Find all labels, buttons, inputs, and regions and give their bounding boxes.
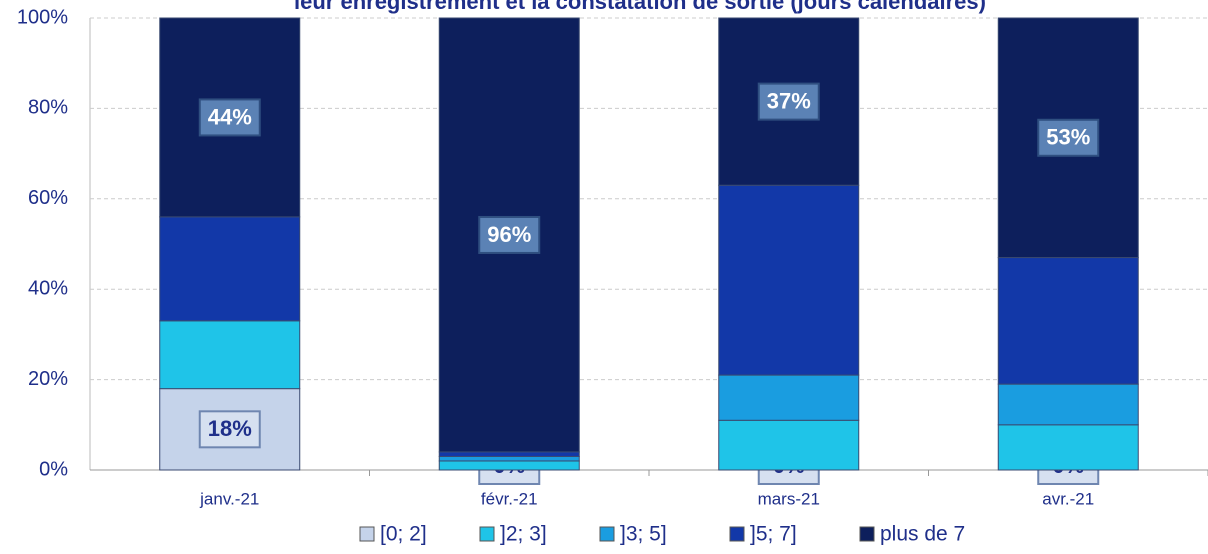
- data-label: 53%: [1046, 125, 1090, 150]
- bar-segment: [718, 374, 860, 421]
- y-tick-label: 100%: [17, 6, 68, 28]
- y-tick-label: 40%: [28, 277, 68, 299]
- data-label: 37%: [767, 88, 811, 113]
- legend-swatch: [859, 526, 875, 542]
- legend-swatch: [729, 526, 745, 542]
- data-label-box: [198, 410, 261, 449]
- x-tick-label: avr.-21: [1042, 489, 1094, 508]
- data-label-box: [198, 98, 261, 137]
- data-label: 18%: [208, 416, 252, 441]
- y-tick-label: 0%: [39, 458, 68, 480]
- data-label-box: [1037, 118, 1100, 157]
- y-tick-label: 60%: [28, 187, 68, 209]
- legend-label: [0; 2]: [380, 523, 427, 546]
- bar-segment: [718, 419, 860, 471]
- data-label: 44%: [208, 104, 252, 129]
- legend-swatch: [479, 526, 495, 542]
- data-label: 96%: [487, 222, 531, 247]
- data-label-box: [478, 215, 541, 254]
- bar-segment: [718, 184, 860, 376]
- bar-segment: [159, 216, 301, 322]
- bar-segment: [159, 320, 301, 390]
- y-tick-label: 20%: [28, 368, 68, 390]
- x-tick-label: févr.-21: [481, 489, 538, 508]
- x-tick-label: mars-21: [758, 489, 820, 508]
- y-tick-label: 80%: [28, 97, 68, 119]
- bar-segment: [997, 424, 1139, 471]
- bar-segment: [438, 455, 580, 462]
- legend-label: ]3; 5]: [620, 523, 667, 546]
- legend-label: plus de 7: [880, 523, 965, 546]
- chart-title: leur enregistrement et la constatation d…: [294, 0, 986, 14]
- bar-segment: [438, 451, 580, 457]
- legend-label: ]5; 7]: [750, 523, 797, 546]
- x-tick-label: janv.-21: [199, 489, 259, 508]
- legend-label: ]2; 3]: [500, 523, 547, 546]
- bar-segment: [997, 257, 1139, 385]
- legend-swatch: [359, 526, 375, 542]
- legend-swatch: [599, 526, 615, 542]
- bar-segment: [997, 383, 1139, 426]
- bar-segment: [438, 460, 580, 471]
- bar-segment: [718, 17, 860, 186]
- data-label-box: [757, 82, 820, 121]
